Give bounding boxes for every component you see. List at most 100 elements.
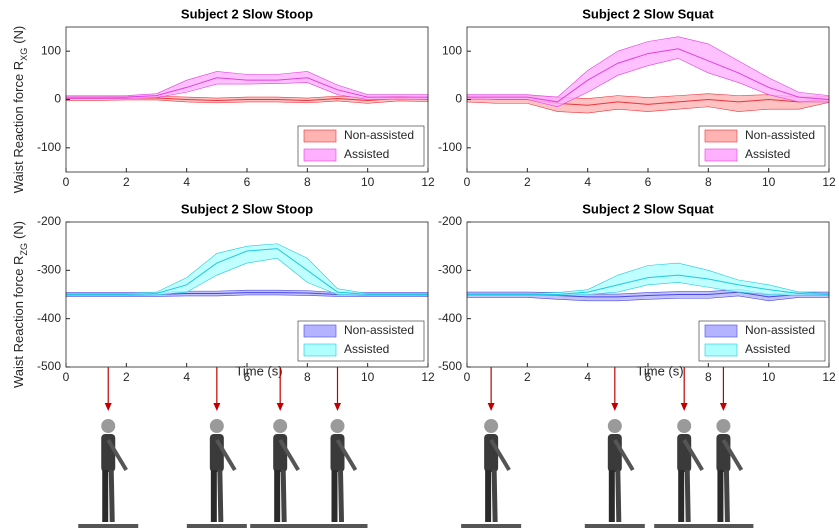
legend-swatch	[303, 343, 337, 357]
x-tick-label: 2	[123, 175, 130, 189]
legend-swatch	[303, 129, 337, 143]
y-tick-label: -300	[438, 263, 462, 277]
y-tick-label: -400	[438, 311, 462, 325]
legend-swatch	[704, 324, 738, 338]
x-tick-label: 6	[645, 175, 652, 189]
x-tick-label: 10	[762, 175, 776, 189]
posture-figure	[78, 419, 139, 528]
torso	[101, 434, 116, 472]
x-tick-label: 4	[584, 175, 591, 189]
leg	[684, 469, 691, 523]
torso	[484, 434, 499, 472]
x-tick-label: 12	[421, 175, 435, 189]
arm	[489, 438, 511, 472]
x-tick-label: 0	[464, 175, 471, 189]
posture-figure	[307, 419, 368, 528]
leg	[217, 469, 224, 523]
leg	[723, 469, 730, 523]
legend-swatch	[704, 148, 738, 162]
leg	[338, 469, 344, 523]
posture-figure	[654, 419, 715, 528]
y-tick-label: -200	[37, 214, 61, 228]
posture-figure	[186, 419, 247, 528]
ground	[186, 524, 247, 528]
arm	[335, 438, 358, 472]
x-tick-label: 4	[183, 175, 190, 189]
chart-title: Subject 2 Slow Stoop	[181, 6, 313, 21]
legend-label: Non-assisted	[344, 128, 414, 142]
y-tick-label: -200	[438, 214, 462, 228]
ground	[693, 524, 754, 528]
x-tick-label: 0	[63, 370, 70, 384]
x-tick-label: 0	[63, 175, 70, 189]
x-tick-label: 12	[421, 370, 435, 384]
torso	[209, 434, 224, 472]
head	[484, 419, 499, 433]
head	[716, 419, 731, 433]
y-label-text: Waist Reaction force R	[11, 61, 26, 193]
arrow-head	[213, 403, 221, 411]
posture-figure	[461, 419, 522, 528]
y-label-sub: XG	[19, 48, 29, 61]
ground	[654, 524, 715, 528]
chart-title: Subject 2 Slow Squat	[582, 201, 714, 216]
arrow-head	[334, 403, 341, 411]
y-axis-label: Waist Reaction force RXG (N)	[11, 26, 29, 194]
x-tick-label: 12	[822, 370, 836, 384]
legend-label: Non-assisted	[745, 128, 815, 142]
x-tick-label: 8	[705, 175, 712, 189]
chart-title: Subject 2 Slow Squat	[582, 6, 714, 21]
y-tick-label: 100	[442, 43, 462, 57]
x-tick-label: 8	[304, 370, 311, 384]
x-tick-label: 4	[183, 370, 190, 384]
posture-figure	[584, 419, 645, 528]
posture-figure	[250, 419, 311, 528]
x-tick-label: 8	[705, 370, 712, 384]
y-label-text: Waist Reaction force R	[11, 256, 26, 388]
arm	[278, 438, 300, 472]
x-axis-label: Time (s)	[235, 363, 282, 378]
x-tick-label: 6	[244, 370, 251, 384]
ground	[461, 524, 522, 528]
leg	[615, 469, 622, 523]
legend-label: Assisted	[344, 147, 389, 161]
ground	[78, 524, 139, 528]
leg	[280, 469, 287, 523]
x-tick-label: 2	[524, 175, 531, 189]
y-tick-label: -100	[37, 140, 61, 154]
x-tick-label: 2	[524, 370, 531, 384]
ground	[584, 524, 645, 528]
arm	[613, 438, 635, 472]
y-axis-label: Waist Reaction force RZG (N)	[11, 221, 29, 388]
torso	[330, 434, 345, 472]
arm	[106, 438, 128, 472]
torso	[607, 434, 622, 472]
arrow-head	[487, 403, 495, 411]
arm	[215, 438, 237, 472]
arrow-head	[611, 403, 619, 411]
mean-line	[66, 248, 428, 295]
ground	[250, 524, 311, 528]
arrow-head	[719, 403, 727, 411]
legend-label: Non-assisted	[745, 323, 815, 337]
x-tick-label: 10	[361, 175, 375, 189]
mean-line	[66, 77, 428, 98]
arm	[721, 438, 744, 472]
y-label-unit: (N)	[11, 221, 26, 239]
x-tick-label: 2	[123, 370, 130, 384]
leg	[108, 469, 115, 523]
arrow-head	[276, 403, 284, 411]
legend-swatch	[303, 148, 337, 162]
leg	[491, 469, 498, 523]
y-tick-label: -300	[37, 263, 61, 277]
arrow-head	[104, 403, 112, 411]
ground	[307, 524, 368, 528]
legend-swatch	[303, 324, 337, 338]
chart-title: Subject 2 Slow Stoop	[181, 201, 313, 216]
x-axis-label: Time (s)	[636, 363, 683, 378]
y-tick-label: -500	[438, 359, 462, 373]
x-tick-label: 8	[304, 175, 311, 189]
legend-label: Assisted	[745, 147, 790, 161]
y-tick-label: 100	[41, 43, 61, 57]
